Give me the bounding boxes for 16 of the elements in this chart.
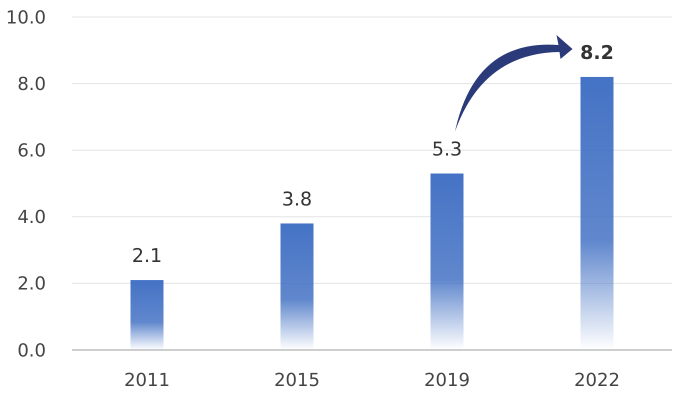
data-label: 2.1 [132, 245, 162, 268]
data-label: 3.8 [282, 188, 312, 210]
x-tick-label: 2022 [574, 370, 620, 391]
y-tick-label: 6.0 [17, 140, 46, 162]
x-tick-label: 2019 [424, 370, 470, 391]
y-tick-label: 10.0 [6, 7, 46, 28]
y-tick-label: 4.0 [17, 207, 46, 228]
x-tick-label: 2011 [124, 370, 170, 391]
y-tick-label: 8.0 [17, 74, 46, 95]
data-label: 8.2 [580, 42, 614, 64]
y-tick-label: 2.0 [17, 274, 46, 295]
data-label: 5.3 [432, 138, 462, 161]
x-tick-label: 2015 [274, 370, 320, 391]
bar [130, 280, 164, 350]
bar [280, 223, 314, 350]
y-tick-label: 0.0 [17, 340, 46, 362]
